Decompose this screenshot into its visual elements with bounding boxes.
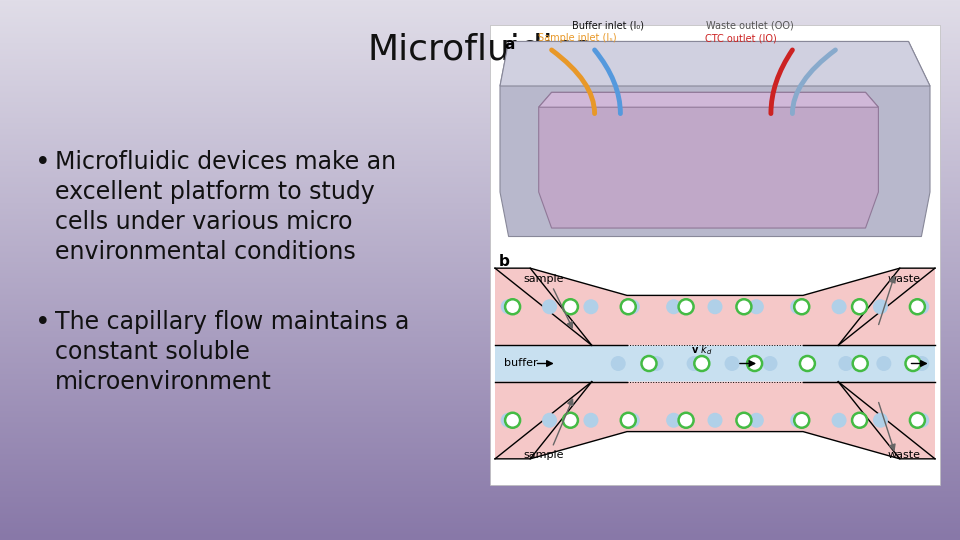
Polygon shape <box>500 42 930 86</box>
Circle shape <box>584 413 598 428</box>
Polygon shape <box>539 92 878 107</box>
Circle shape <box>505 299 520 314</box>
Circle shape <box>852 356 868 371</box>
Circle shape <box>666 299 682 314</box>
Circle shape <box>838 356 853 371</box>
Circle shape <box>873 299 888 314</box>
Text: excellent platform to study: excellent platform to study <box>55 180 374 204</box>
Text: Sample inlet (Iₛ): Sample inlet (Iₛ) <box>539 33 616 44</box>
Circle shape <box>736 413 752 428</box>
Circle shape <box>542 299 557 314</box>
Polygon shape <box>495 382 935 459</box>
Circle shape <box>679 413 693 428</box>
Circle shape <box>790 299 805 314</box>
Circle shape <box>625 413 639 428</box>
Circle shape <box>873 413 888 428</box>
Circle shape <box>749 299 764 314</box>
Circle shape <box>747 356 762 371</box>
Circle shape <box>749 413 764 428</box>
Circle shape <box>852 299 867 314</box>
Circle shape <box>762 356 778 371</box>
Text: Microfluidics: Microfluidics <box>368 32 592 66</box>
Polygon shape <box>500 42 930 237</box>
Circle shape <box>876 356 891 371</box>
Text: •: • <box>35 150 51 176</box>
Polygon shape <box>539 92 878 228</box>
Text: constant soluble: constant soluble <box>55 340 250 364</box>
Circle shape <box>831 299 847 314</box>
Circle shape <box>542 413 557 428</box>
FancyBboxPatch shape <box>490 25 940 485</box>
Circle shape <box>914 299 929 314</box>
Text: waste: waste <box>888 274 921 284</box>
Circle shape <box>914 413 929 428</box>
Circle shape <box>831 413 847 428</box>
Text: waste: waste <box>888 450 921 460</box>
Circle shape <box>584 299 598 314</box>
Circle shape <box>801 356 815 371</box>
Text: cells under various micro: cells under various micro <box>55 210 352 234</box>
Circle shape <box>852 413 867 428</box>
Circle shape <box>563 299 578 314</box>
Text: environmental conditions: environmental conditions <box>55 240 356 264</box>
Text: $\mathbf{v}$ $k_d$: $\mathbf{v}$ $k_d$ <box>691 343 712 357</box>
Text: •: • <box>35 310 51 336</box>
Circle shape <box>725 356 739 371</box>
Text: CTC outlet (IO): CTC outlet (IO) <box>705 33 777 44</box>
Circle shape <box>794 413 809 428</box>
Circle shape <box>914 356 929 371</box>
Circle shape <box>736 299 752 314</box>
Text: The capillary flow maintains a: The capillary flow maintains a <box>55 310 409 334</box>
Text: Microfluidic devices make an: Microfluidic devices make an <box>55 150 396 174</box>
Circle shape <box>905 356 921 371</box>
Circle shape <box>649 356 663 371</box>
Circle shape <box>686 356 702 371</box>
Text: sample: sample <box>523 450 564 460</box>
Circle shape <box>501 299 516 314</box>
Circle shape <box>694 356 709 371</box>
Circle shape <box>910 413 924 428</box>
Text: Waste outlet (OO): Waste outlet (OO) <box>706 21 793 31</box>
Text: sample: sample <box>523 274 564 284</box>
Circle shape <box>611 356 626 371</box>
Polygon shape <box>495 268 935 346</box>
Circle shape <box>505 413 520 428</box>
Circle shape <box>708 413 723 428</box>
Circle shape <box>800 356 815 371</box>
Circle shape <box>794 299 809 314</box>
Circle shape <box>563 413 578 428</box>
Polygon shape <box>495 284 935 443</box>
Circle shape <box>621 299 636 314</box>
Text: Buffer inlet (I₀): Buffer inlet (I₀) <box>571 21 643 31</box>
Circle shape <box>666 413 682 428</box>
Circle shape <box>708 299 723 314</box>
Circle shape <box>625 299 639 314</box>
Text: b: b <box>499 254 510 269</box>
Circle shape <box>641 356 657 371</box>
Circle shape <box>910 299 924 314</box>
Text: a: a <box>504 37 515 52</box>
Circle shape <box>621 413 636 428</box>
Text: microenvironment: microenvironment <box>55 370 272 394</box>
Circle shape <box>679 299 693 314</box>
Text: buffer: buffer <box>504 359 538 368</box>
Circle shape <box>501 413 516 428</box>
Circle shape <box>790 413 805 428</box>
